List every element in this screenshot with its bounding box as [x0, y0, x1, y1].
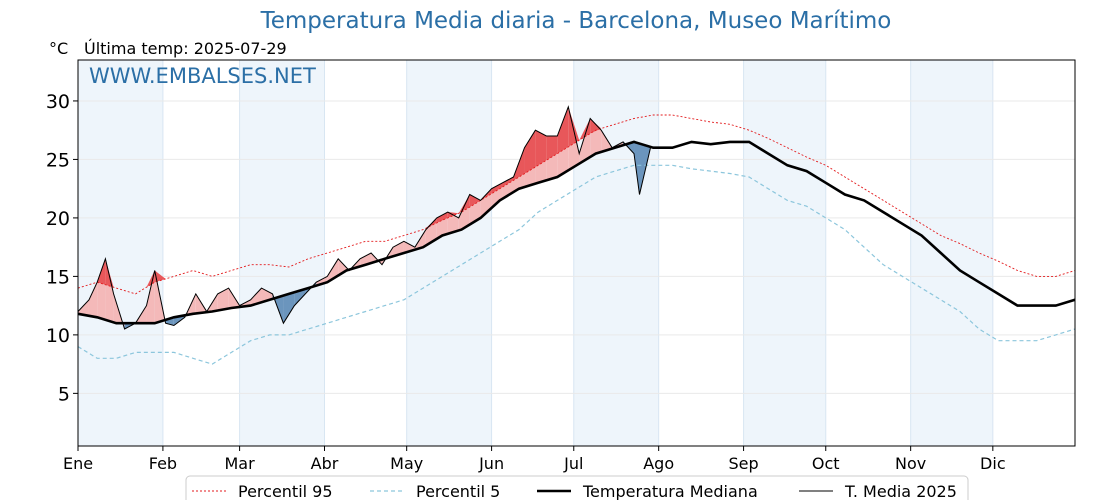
fill-above-p95: [491, 182, 503, 194]
series-line-percentil-95: [77, 114, 1076, 295]
y-tick-label: 15: [46, 266, 70, 288]
x-tick-label: Oct: [812, 454, 840, 473]
x-tick-label: Nov: [895, 454, 926, 473]
month-band: [910, 60, 993, 446]
month-band: [406, 60, 492, 446]
fill-above-p95: [154, 270, 166, 283]
fill-above-p95: [502, 176, 514, 187]
month-band: [239, 60, 325, 446]
month-band: [573, 60, 659, 446]
fill-above-median: [425, 217, 437, 246]
y-axis-ticks: 5 10 15 20 25 30: [46, 91, 78, 405]
x-tick-label: Mar: [225, 454, 256, 473]
y-tick-label: 25: [46, 149, 70, 171]
last-temp-label: Última temp: 2025-07-29: [84, 39, 287, 58]
fill-below-median: [283, 292, 295, 324]
fill-above-p95: [458, 194, 470, 214]
fill-above-median: [250, 288, 262, 306]
fill-above-p95: [546, 136, 558, 161]
series-line-percentil-5: [77, 164, 1076, 365]
y-tick-label: 10: [46, 325, 70, 347]
fill-above-p95: [590, 118, 602, 134]
x-tick-label: Jul: [563, 454, 583, 473]
fill-above-median: [601, 130, 613, 152]
fill-above-median: [338, 258, 350, 276]
fill-above-p95: [105, 258, 114, 288]
x-tick-label: Feb: [149, 454, 177, 473]
series-line-temperatura-mediana: [77, 140, 1076, 325]
fill-above-median: [480, 188, 492, 218]
y-tick-label: 5: [58, 383, 70, 405]
fill-above-p95: [535, 130, 547, 167]
legend-label: T. Media 2025: [844, 482, 957, 500]
y-tick-label: 20: [46, 208, 70, 230]
month-band: [743, 60, 826, 446]
x-tick-label: Abr: [311, 454, 339, 473]
x-tick-label: Dic: [980, 454, 1006, 473]
month-bands: [78, 60, 993, 446]
fill-above-p95: [436, 212, 448, 223]
series-line-media-2025: [77, 105, 651, 330]
x-tick-label: Jun: [478, 454, 504, 473]
series-lines: [77, 105, 1076, 365]
y-axis-label: °C: [49, 39, 69, 58]
fill-above-median: [217, 288, 229, 311]
fill-above-median: [78, 299, 89, 316]
x-tick-label: Ene: [63, 454, 93, 473]
y-tick-label: 30: [46, 91, 70, 113]
month-band: [78, 60, 163, 446]
legend-label: Percentil 95: [238, 482, 333, 500]
x-tick-label: May: [390, 454, 423, 473]
legend: Percentil 95 Percentil 5 Temperatura Media…: [185, 475, 969, 500]
chart-title: Temperatura Media diaria - Barcelona, Mu…: [260, 8, 892, 34]
fill-below-median: [294, 288, 306, 306]
fill-above-median: [316, 276, 328, 286]
fill-above-p95: [579, 118, 591, 141]
fill-above-p95: [469, 194, 481, 208]
fill-above-median: [88, 282, 98, 318]
fill-above-p95: [425, 217, 437, 229]
x-tick-label: Ago: [643, 454, 674, 473]
legend-label: Percentil 5: [416, 482, 500, 500]
watermark-text: WWW.EMBALSES.NET: [89, 64, 316, 88]
fill-above-p95: [524, 130, 536, 174]
x-tick-label: Sep: [729, 454, 759, 473]
fill-above-p95: [557, 106, 569, 154]
legend-label: Temperatura Mediana: [582, 482, 758, 500]
x-axis-ticks: Ene Feb Mar Abr May Jun Jul Ago Sep Oct Nov Dic: [63, 446, 1006, 473]
plot-frame: [77, 59, 1076, 447]
fill-above-median: [447, 212, 459, 234]
legend-box: [185, 475, 969, 500]
